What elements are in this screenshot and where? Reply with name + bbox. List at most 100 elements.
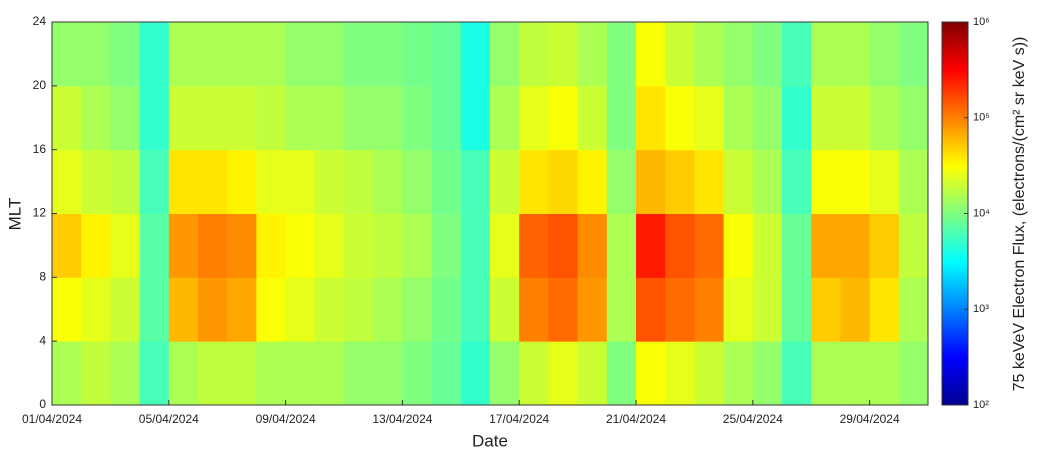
heatmap-cell — [898, 341, 929, 406]
heatmap-cell — [519, 149, 549, 214]
heatmap-cell — [52, 22, 82, 87]
heatmap-cell — [723, 149, 754, 214]
heatmap-cell — [694, 149, 725, 214]
heatmap-cell — [285, 341, 316, 406]
heatmap-cell — [606, 213, 637, 278]
heatmap-cell — [782, 149, 812, 214]
heatmap-cell — [285, 149, 316, 214]
heatmap-cell — [811, 277, 841, 342]
heatmap-cell — [314, 341, 345, 406]
heatmap-cell — [869, 85, 900, 151]
heatmap-cell — [431, 277, 462, 342]
heatmap-cell — [636, 149, 666, 214]
heatmap-cell — [344, 277, 374, 342]
heatmap-cell — [840, 341, 871, 406]
heatmap-cell — [314, 213, 345, 278]
heatmap-cell — [81, 149, 111, 214]
heatmap-cell — [665, 22, 695, 87]
heatmap-cell — [752, 149, 783, 214]
colorbar-label: 75 keVeV Electron Flux, (electrons/(cm² … — [1011, 37, 1028, 392]
heatmap-cell — [139, 277, 170, 342]
heatmap-cell — [81, 277, 111, 342]
x-tick-label: 09/04/2024 — [256, 412, 316, 426]
heatmap-cell — [198, 341, 228, 406]
heatmap-cell — [431, 213, 462, 278]
x-tick-label: 13/04/2024 — [372, 412, 432, 426]
heatmap-cell — [636, 341, 666, 406]
heatmap-cell — [490, 341, 520, 406]
heatmap-cell — [752, 85, 783, 151]
heatmap-cell — [577, 149, 608, 214]
heatmap-cell — [344, 85, 374, 151]
heatmap-cell — [168, 149, 199, 214]
y-tick-label: 16 — [33, 142, 47, 156]
heatmap-cell — [168, 341, 199, 406]
heatmap-cell — [168, 213, 199, 278]
heatmap-cell — [460, 341, 491, 406]
heatmap-cell — [81, 85, 111, 151]
heatmap-cell — [752, 341, 783, 406]
heatmap-cell — [811, 341, 841, 406]
heatmap-cell — [782, 277, 812, 342]
heatmap-cell — [373, 22, 403, 87]
heatmap-cell — [198, 213, 228, 278]
heatmap-cell — [723, 85, 754, 151]
heatmap-cell — [402, 341, 433, 406]
heatmap-cell — [519, 341, 549, 406]
heatmap-cell — [869, 277, 900, 342]
heatmap-cell — [344, 341, 374, 406]
heatmap-cell — [665, 277, 695, 342]
heatmap-cell — [402, 149, 433, 214]
heatmap-cell — [431, 149, 462, 214]
heatmap-cell — [460, 213, 491, 278]
heatmap-cell — [198, 277, 228, 342]
heatmap-cell — [898, 213, 929, 278]
heatmap-cell — [285, 213, 316, 278]
heatmap-cell — [898, 149, 929, 214]
heatmap-cell — [869, 22, 900, 87]
heatmap-cell — [402, 213, 433, 278]
heatmap-cell — [840, 85, 871, 151]
heatmap-cell — [782, 341, 812, 406]
heatmap-cell — [139, 149, 170, 214]
heatmap-cell — [460, 85, 491, 151]
heatmap-cell — [723, 277, 754, 342]
heatmap-cell — [198, 149, 228, 214]
heatmap-cell — [285, 22, 316, 87]
heatmap-cell — [548, 149, 579, 214]
heatmap-cell — [869, 341, 900, 406]
heatmap-cell — [110, 22, 141, 87]
heatmap-cell — [752, 277, 783, 342]
heatmap-cell — [840, 149, 871, 214]
heatmap-cell — [344, 149, 374, 214]
heatmap-cell — [723, 213, 754, 278]
heatmap-cell — [227, 149, 257, 214]
heatmap-cell — [139, 213, 170, 278]
y-tick-label: 8 — [39, 270, 46, 284]
heatmap-cell — [52, 149, 82, 214]
heatmap-cell — [81, 213, 111, 278]
heatmap-cell — [52, 213, 82, 278]
heatmap-cell — [606, 22, 637, 87]
heatmap-cells — [52, 22, 929, 406]
heatmap-cell — [840, 277, 871, 342]
heatmap-cell — [694, 213, 725, 278]
heatmap-cell — [782, 213, 812, 278]
heatmap-cell — [81, 22, 111, 87]
heatmap-cell — [373, 341, 403, 406]
y-axis-label: MLT — [5, 198, 24, 231]
heatmap-cell — [460, 22, 491, 87]
heatmap-cell — [52, 85, 82, 151]
heatmap-cell — [168, 277, 199, 342]
heatmap-cell — [490, 85, 520, 151]
heatmap-cell — [460, 149, 491, 214]
heatmap-cell — [898, 85, 929, 151]
heatmap-cell — [869, 213, 900, 278]
heatmap-cell — [139, 22, 170, 87]
heatmap-cell — [139, 85, 170, 151]
heatmap-cell — [490, 22, 520, 87]
heatmap-cell — [314, 149, 345, 214]
heatmap-cell — [314, 277, 345, 342]
heatmap-cell — [519, 22, 549, 87]
